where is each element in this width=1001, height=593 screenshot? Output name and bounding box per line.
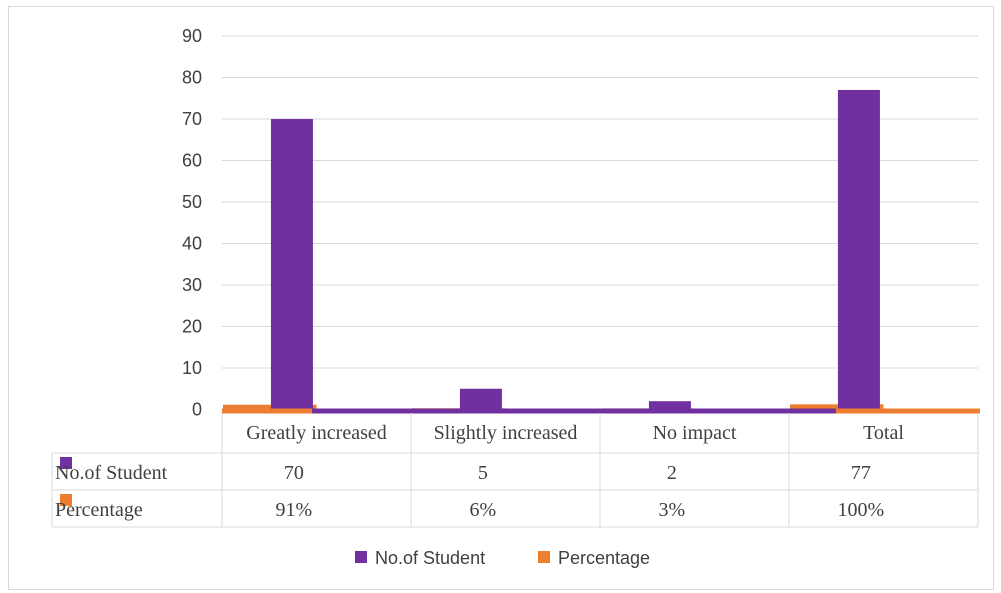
y-tick-label: 60: [182, 151, 202, 171]
table-cell-value: 100%: [837, 499, 884, 521]
category-label: Greatly increased: [246, 422, 386, 444]
y-tick-label: 10: [182, 358, 202, 378]
y-tick-label: 90: [182, 26, 202, 46]
table-cell-value: 77: [851, 462, 871, 484]
y-tick-label: 30: [182, 275, 202, 295]
table-cell-value: 2: [667, 462, 677, 484]
category-label: Total: [863, 422, 904, 444]
y-tick-label: 0: [192, 400, 202, 420]
table-legend-key: [60, 457, 72, 469]
table-cell-value: 3%: [658, 499, 685, 521]
legend-label: Percentage: [558, 548, 650, 568]
y-tick-label: 80: [182, 68, 202, 88]
table-cell-value: 5: [478, 462, 488, 484]
series-label: Percentage: [55, 499, 143, 521]
bar-percentage-edge: [836, 408, 980, 414]
legend: No.of Student Percentage: [355, 548, 650, 568]
y-tick-label: 20: [182, 317, 202, 337]
bar-percentage-edge: [222, 408, 312, 414]
table-cell-value: 6%: [469, 499, 496, 521]
bar-no-of-student: [459, 388, 502, 410]
table-cell-value: 91%: [275, 499, 312, 521]
legend-swatch: [538, 551, 550, 563]
bar-no-of-student: [648, 401, 691, 410]
y-axis-ticks: 0 10 20 30 40 50 60 70 80 90: [182, 26, 202, 420]
legend-swatch: [355, 551, 367, 563]
data-table: Greatly increased Slightly increased No im…: [51, 413, 979, 528]
chart-frame: [8, 6, 994, 590]
series-label: No.of Student: [55, 462, 168, 484]
category-label: Slightly increased: [434, 422, 578, 444]
bar-no-of-student: [837, 89, 880, 410]
category-label: No impact: [653, 422, 737, 444]
baseline: [222, 408, 978, 414]
table-cell-value: 70: [284, 462, 304, 484]
bar-no-of-student: [270, 119, 313, 410]
y-tick-label: 40: [182, 234, 202, 254]
legend-label: No.of Student: [375, 548, 485, 568]
bars: [222, 89, 980, 414]
y-tick-label: 70: [182, 109, 202, 129]
y-tick-label: 50: [182, 192, 202, 212]
table-legend-key: [60, 494, 72, 506]
